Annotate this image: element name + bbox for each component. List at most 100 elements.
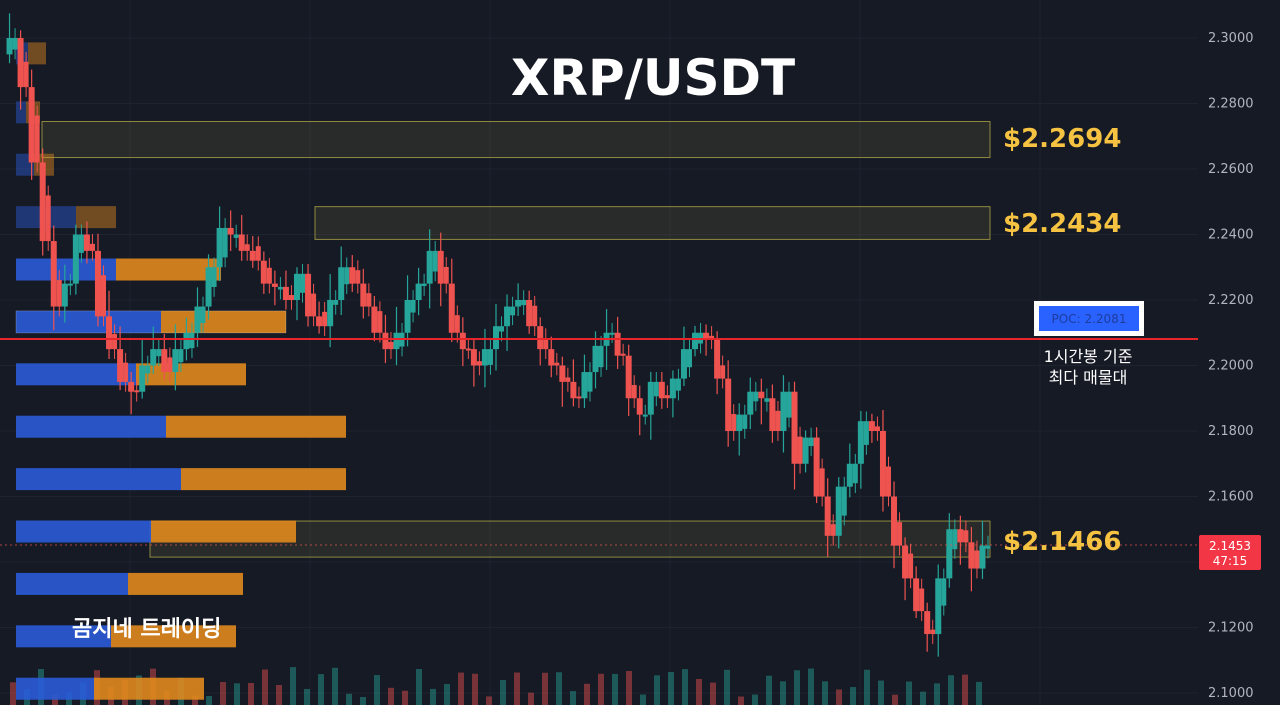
- poc-badge: POC: 2.2081: [1034, 301, 1144, 336]
- candle-body: [570, 381, 577, 399]
- volume-bar: [766, 675, 772, 705]
- level-label-3: $2.1466: [1003, 527, 1121, 557]
- profile-sell-bar: [166, 415, 346, 438]
- candle-body: [642, 414, 648, 417]
- profile-sell-bar: [136, 363, 246, 386]
- axis-tick-label: 2.1200: [1208, 621, 1254, 636]
- axis-tick-label: 2.2600: [1208, 162, 1254, 177]
- candle-body: [846, 463, 853, 487]
- candle-body: [83, 234, 90, 251]
- candle-body: [205, 267, 212, 307]
- volume-bar: [962, 674, 968, 705]
- volume-bar: [416, 668, 422, 705]
- candle-body: [167, 357, 173, 373]
- candle-body: [50, 241, 57, 307]
- volume-bar: [402, 690, 408, 705]
- volume-bar: [626, 671, 632, 705]
- candle-body: [747, 391, 754, 415]
- volume-bar: [780, 681, 786, 705]
- profile-sell-bar: [111, 625, 236, 648]
- volume-bar: [346, 693, 352, 705]
- volume-bar: [752, 694, 758, 705]
- candle-body: [769, 398, 776, 431]
- candle-body: [863, 421, 869, 445]
- volume-bar: [276, 684, 282, 705]
- candle-body: [244, 244, 250, 251]
- candle-body: [349, 267, 356, 284]
- volume-bar: [192, 695, 198, 705]
- volume-bar: [430, 688, 436, 705]
- candle-body: [720, 365, 726, 379]
- candle-body: [499, 326, 505, 332]
- candle-body: [968, 542, 975, 569]
- candle-body: [277, 286, 283, 290]
- candle-body: [780, 391, 787, 431]
- axis-tick-label: 2.2000: [1208, 359, 1254, 374]
- level-label-2: $2.2434: [1003, 209, 1121, 239]
- candle-body: [271, 283, 278, 287]
- volume-bar: [864, 669, 870, 705]
- candle-body: [908, 553, 914, 579]
- profile-buy-bar: [16, 520, 151, 543]
- candle-body: [6, 38, 13, 55]
- current-price: 2.1453: [1209, 539, 1251, 553]
- candle-body: [775, 410, 781, 431]
- candle-body: [620, 353, 626, 356]
- candle-body: [664, 395, 670, 399]
- volume-bar: [794, 670, 800, 705]
- candle-body: [703, 332, 710, 340]
- watermark: 곰지네 트레이딩: [72, 617, 221, 642]
- candlesticks: [6, 13, 991, 657]
- volume-bar: [486, 696, 492, 705]
- candle-body: [731, 414, 737, 431]
- candle-body: [89, 243, 95, 251]
- candle-body: [470, 349, 477, 366]
- candle-body: [145, 365, 151, 374]
- candle-body: [255, 246, 261, 261]
- volume-bar: [570, 691, 576, 705]
- candle-body: [377, 311, 383, 333]
- candle-body: [636, 398, 643, 415]
- candle-body: [952, 529, 958, 550]
- volume-bar: [248, 682, 254, 705]
- candle-body: [322, 311, 328, 327]
- candle-body: [891, 496, 898, 546]
- candle-body: [543, 338, 549, 350]
- candle-body: [293, 273, 300, 300]
- candle-body: [123, 362, 129, 382]
- volume-bar: [682, 669, 688, 705]
- volume-bar: [696, 678, 702, 705]
- candle-body: [791, 391, 798, 464]
- candle-body: [935, 578, 942, 635]
- candle-body: [459, 332, 466, 350]
- volume-bar: [878, 680, 884, 705]
- candle-body: [156, 349, 162, 357]
- profile-sell-bar: [94, 677, 204, 700]
- volume-profile: [15, 42, 346, 700]
- candle-body: [504, 306, 511, 327]
- candle-body: [510, 306, 516, 316]
- candle-body: [576, 396, 582, 399]
- candle-body: [532, 305, 538, 327]
- volume-bar: [500, 679, 506, 705]
- price-axis[interactable]: 2.3000 2.2800 2.2600 2.2400 2.2200 2.2000 2.18…: [1208, 31, 1254, 701]
- candle-body: [316, 316, 323, 327]
- candle-body: [902, 545, 909, 579]
- candle-body: [249, 250, 256, 261]
- candle-body: [410, 300, 416, 313]
- candle-body: [437, 250, 444, 284]
- volume-bar: [360, 696, 366, 705]
- volume-bar: [290, 667, 296, 705]
- candle-body: [879, 431, 886, 497]
- candle-body: [448, 283, 455, 333]
- candle-body: [631, 385, 637, 399]
- volume-bar: [472, 673, 478, 705]
- candle-body: [548, 349, 555, 366]
- candle-body: [758, 391, 765, 399]
- candle-body: [178, 349, 184, 363]
- axis-tick-label: 2.2800: [1208, 97, 1254, 112]
- candle-body: [919, 588, 925, 612]
- profile-buy-bar: [16, 310, 161, 333]
- volume-bar: [304, 688, 310, 705]
